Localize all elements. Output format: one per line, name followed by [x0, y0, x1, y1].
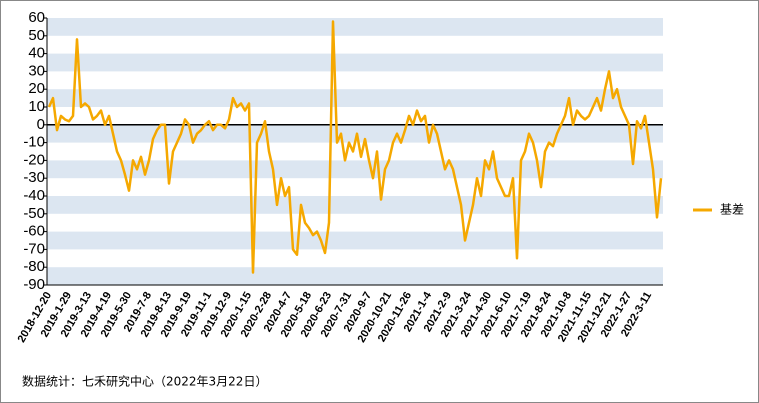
grid-band [47, 267, 663, 285]
grid-band [47, 160, 663, 179]
y-tick-label: 10 [28, 98, 45, 115]
y-tick-label: -60 [23, 223, 45, 240]
legend-label: 基差 [720, 203, 744, 217]
y-tick-label: 60 [28, 9, 45, 26]
grid-band [47, 231, 663, 250]
y-tick-label: 40 [28, 45, 45, 62]
y-tick-label: -30 [23, 169, 45, 186]
y-tick-label: -70 [23, 240, 45, 257]
y-tick-label: 0 [37, 116, 45, 133]
y-tick-label: -50 [23, 205, 45, 222]
y-tick-label: 30 [28, 62, 45, 79]
grid-band [47, 53, 663, 72]
source-note: 数据统计：七禾研究中心（2022年3月22日） [22, 374, 267, 389]
y-tick-label: 20 [28, 80, 45, 97]
series-line [47, 20, 663, 274]
y-tick-label: -90 [23, 276, 45, 293]
y-tick-label: 50 [28, 27, 45, 44]
y-tick-label: -10 [23, 134, 45, 151]
grid-band [47, 89, 663, 107]
y-tick-label: -20 [23, 151, 45, 168]
grid-band [47, 196, 663, 214]
grid-band [47, 18, 663, 36]
y-tick-label: -80 [23, 258, 45, 275]
y-tick-label: -40 [23, 187, 45, 204]
